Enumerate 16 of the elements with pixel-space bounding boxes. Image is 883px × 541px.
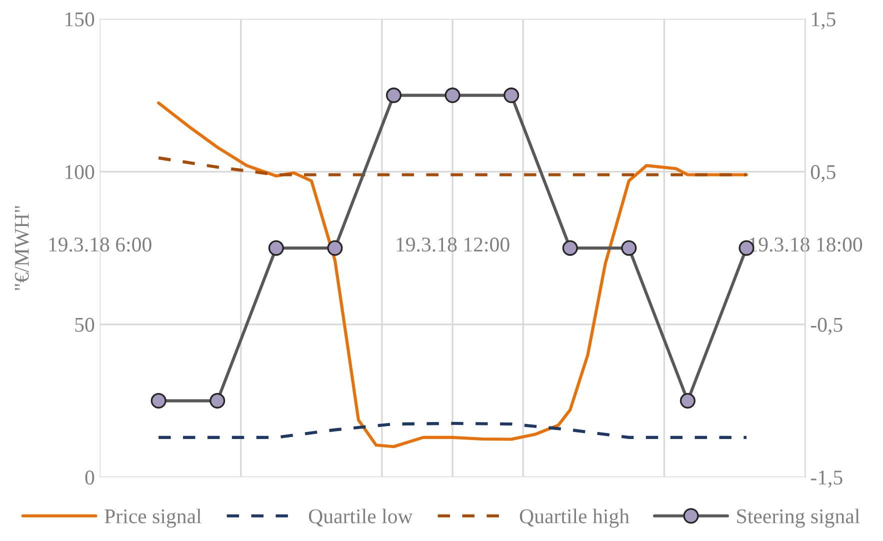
y2-tick-label: 0,5 xyxy=(810,165,836,182)
y-tick-label: 50 xyxy=(75,318,94,332)
legend-label: Price signal xyxy=(104,508,202,528)
y-axis-title: "€/MWH" xyxy=(14,206,29,290)
y-tick-label: 150 xyxy=(66,12,94,26)
legend-label: Quartile high xyxy=(520,508,630,528)
y2-tick-label: -0,5 xyxy=(810,318,842,335)
y2-tick-label: 1,5 xyxy=(812,12,836,30)
y-tick-label: 100 xyxy=(66,165,94,180)
legend-label: Quartile low xyxy=(308,508,413,527)
y2-tick-label: -1,5 xyxy=(810,470,842,488)
x-tick-label: 19.3.18 6:00 xyxy=(49,238,152,252)
x-tick-label: 19.3.18 12:00 xyxy=(396,238,510,252)
legend-label: Steering signal xyxy=(737,508,860,528)
line-series xyxy=(157,422,748,439)
y-tick-label: 0 xyxy=(85,470,94,485)
